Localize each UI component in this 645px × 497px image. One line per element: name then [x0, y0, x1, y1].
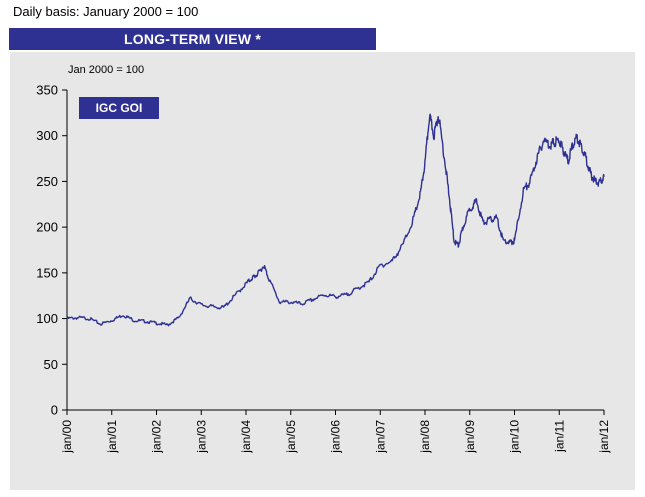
series-line-igc-goi	[66, 113, 605, 327]
y-tick-label: 350	[36, 83, 58, 98]
x-tick-label: jan/10	[508, 420, 522, 454]
chart-panel	[10, 52, 635, 490]
x-axis: jan/00 jan/01 jan/02 jan/03 jan/04 jan/05 jan/…	[60, 409, 611, 454]
chart-subtitle: Jan 2000 = 100	[68, 64, 144, 76]
x-tick-label: jan/01	[105, 420, 119, 454]
legend: IGC GOI	[79, 97, 159, 119]
x-tick-label: jan/03	[194, 420, 208, 454]
long-term-view-banner: LONG-TERM VIEW *	[9, 28, 376, 50]
x-tick-label: jan/05	[284, 420, 298, 454]
legend-label: IGC GOI	[96, 101, 143, 115]
y-tick-label: 0	[51, 403, 58, 418]
line-chart: Jan 2000 = 100 IGC GOI 0 50 100 150 200 250 30…	[10, 52, 635, 490]
y-tick-label: 200	[36, 220, 58, 235]
x-tick-label: jan/08	[418, 420, 432, 454]
y-tick-label: 50	[44, 357, 58, 372]
y-tick-label: 100	[36, 311, 58, 326]
x-tick-label: jan/04	[239, 420, 253, 454]
x-tick-label: jan/12	[597, 420, 611, 454]
y-axis: 0 50 100 150 200 250 300 350	[36, 83, 68, 418]
y-tick-label: 250	[36, 174, 58, 189]
y-tick-label: 150	[36, 265, 58, 280]
x-tick-label: jan/09	[463, 420, 477, 454]
x-tick-label: jan/06	[329, 420, 343, 454]
y-tick-label: 300	[36, 128, 58, 143]
chart-container: Jan 2000 = 100 IGC GOI 0 50 100 150 200 250 30…	[10, 52, 635, 490]
x-tick-label: jan/00	[60, 420, 74, 454]
x-tick-label: jan/02	[150, 420, 164, 454]
legend-box	[79, 97, 159, 119]
x-tick-label: jan/07	[373, 420, 387, 454]
basis-note: Daily basis: January 2000 = 100	[13, 4, 199, 19]
x-tick-label: jan/11	[552, 420, 566, 453]
